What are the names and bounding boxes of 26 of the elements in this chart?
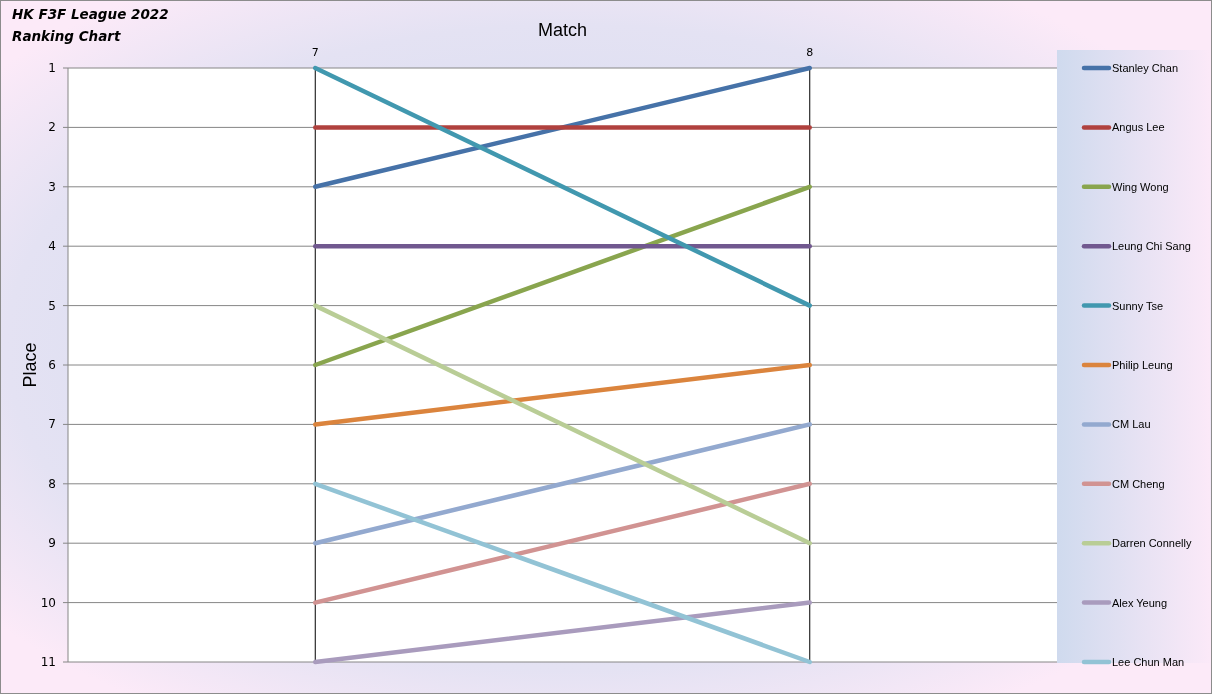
y-tick-label: 3 <box>48 179 56 194</box>
y-tick-label: 7 <box>48 417 56 432</box>
legend-label: Sunny Tse <box>1112 299 1164 312</box>
legend-label: CM Lau <box>1112 418 1151 431</box>
y-tick-label: 9 <box>48 536 56 551</box>
legend-label: Angus Lee <box>1112 121 1165 134</box>
y-tick-label: 11 <box>40 655 56 669</box>
legend-label: Stanley Chan <box>1112 62 1179 74</box>
y-tick-label: 1 <box>48 61 56 75</box>
legend-label: Alex Yeung <box>1112 596 1168 609</box>
legend-label: CM Cheng <box>1112 477 1165 490</box>
y-tick-label: 8 <box>48 476 56 491</box>
y-tick-label: 10 <box>40 595 56 610</box>
legend-label: Wing Wong <box>1112 180 1169 193</box>
y-tick-label: 4 <box>48 239 56 254</box>
legend-label: Leung Chi Sang <box>1112 240 1191 253</box>
legend-label: Philip Leung <box>1112 359 1173 371</box>
y-tick-label: 2 <box>48 120 56 135</box>
y-tick-label: 6 <box>48 358 56 372</box>
x-axis-title: Match <box>537 20 588 40</box>
legend-label: Darren Connelly <box>1112 537 1192 550</box>
chart-subtitle: Ranking Chart <box>12 28 121 44</box>
y-axis-title: Place <box>20 342 40 388</box>
y-tick-label: 5 <box>48 298 56 313</box>
chart-title: HK F3F League 2022 <box>12 6 169 22</box>
legend-label: Lee Chun Man <box>1112 656 1185 668</box>
